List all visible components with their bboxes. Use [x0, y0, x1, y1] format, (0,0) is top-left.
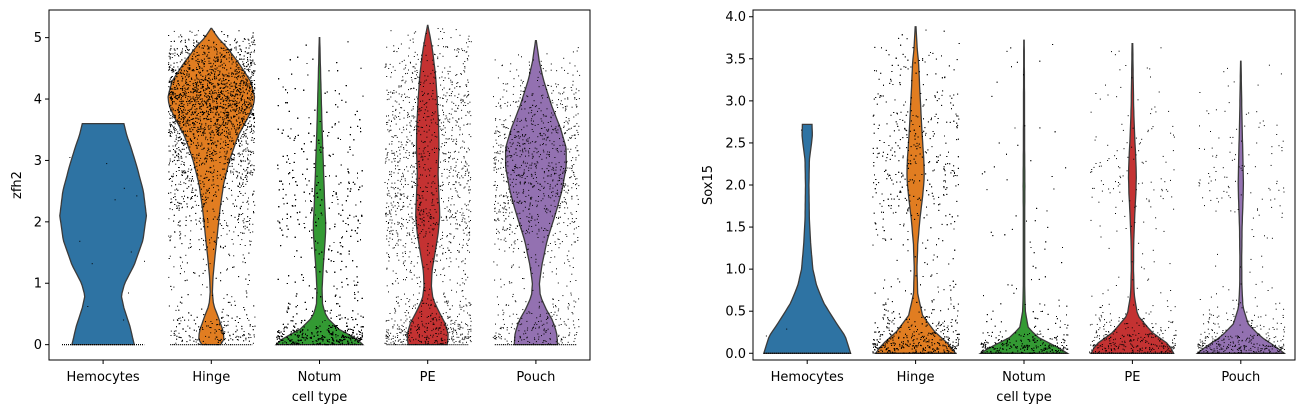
- violin-notum: [978, 39, 1070, 354]
- violin-body-hemocytes: [762, 123, 852, 354]
- violin-body-hinge: [874, 26, 957, 354]
- violin-points-pe: [384, 28, 472, 346]
- violin-points-pouch: [492, 47, 581, 346]
- x-tick-label-hemocytes: Hemocytes: [771, 370, 844, 385]
- y-tick-label: 2.5: [725, 136, 746, 151]
- y-tick-label: 3.5: [725, 52, 746, 67]
- violin-points-hinge: [168, 30, 256, 346]
- violin-pe: [384, 24, 472, 346]
- violin-hinge: [872, 26, 960, 354]
- y-tick-label: 0.5: [725, 305, 746, 320]
- violin-body-notum: [978, 39, 1070, 354]
- x-tick-label-pouch: Pouch: [1221, 370, 1260, 385]
- violin-pe: [1089, 43, 1177, 354]
- sox15-violin-panel: 0.0 0.5 1.0 1.5 2.0 2.5 3.0 3.5 4.0 Hemocytes Hing…: [701, 9, 1296, 405]
- violin-body-pouch: [1195, 60, 1287, 354]
- y-tick-label: 3.0: [725, 94, 746, 109]
- violin-body-pe: [406, 24, 449, 346]
- y-tick-label: 1: [34, 277, 42, 292]
- x-tick-label-hemocytes: Hemocytes: [67, 370, 140, 385]
- violin-body-hinge: [167, 27, 256, 346]
- violin-body-pouch: [504, 40, 567, 346]
- violin-body-notum: [274, 36, 365, 346]
- violin-body-pe: [1090, 43, 1175, 354]
- x-tick-label-hinge: Hinge: [192, 370, 230, 385]
- violin-pouch: [1195, 60, 1287, 354]
- y-tick-label: 1.5: [725, 221, 746, 236]
- x-axis-label: cell type: [292, 390, 348, 405]
- violin-points-notum: [980, 44, 1069, 354]
- y-tick-label: 2.0: [725, 179, 746, 194]
- violin-body-hemocytes: [59, 122, 148, 346]
- violin-hinge: [167, 27, 256, 346]
- y-tick-label: 0.0: [725, 347, 746, 362]
- violin-notum: [274, 36, 365, 346]
- x-tick-label-notum: Notum: [1002, 370, 1046, 385]
- y-tick-label: 1.0: [725, 263, 746, 278]
- y-tick-label: 5: [34, 31, 42, 46]
- x-tick-label-pe: PE: [1124, 370, 1140, 385]
- violin-points-hemocytes: [763, 129, 851, 354]
- y-tick-label: 3: [34, 154, 42, 169]
- violin-hemocytes: [762, 123, 852, 354]
- zfh2-violin-panel: 0 1 2 3 4 5 Hemocytes Hinge Notum PE Pouch cell typ…: [10, 9, 591, 405]
- y-tick-label: 0: [34, 338, 42, 353]
- violin-points-notum: [276, 41, 364, 346]
- x-tick-label-pe: PE: [420, 370, 436, 385]
- x-tick-label-notum: Notum: [298, 370, 342, 385]
- x-tick-label-pouch: Pouch: [516, 370, 555, 385]
- violin-points-pouch: [1197, 64, 1286, 354]
- violin-points-pe: [1089, 47, 1177, 354]
- violin-points-hemocytes: [62, 157, 145, 346]
- y-tick-label: 4: [34, 93, 42, 108]
- y-tick-label: 4.0: [725, 10, 746, 25]
- x-tick-label-hinge: Hinge: [897, 370, 935, 385]
- violin-pouch: [492, 40, 581, 346]
- y-tick-label: 2: [34, 215, 42, 230]
- y-axis-label: Sox15: [701, 165, 716, 205]
- y-axis-label: zfh2: [10, 171, 25, 199]
- violin-points-hinge: [872, 29, 960, 354]
- violin-hemocytes: [59, 122, 148, 346]
- x-axis-label: cell type: [996, 390, 1052, 405]
